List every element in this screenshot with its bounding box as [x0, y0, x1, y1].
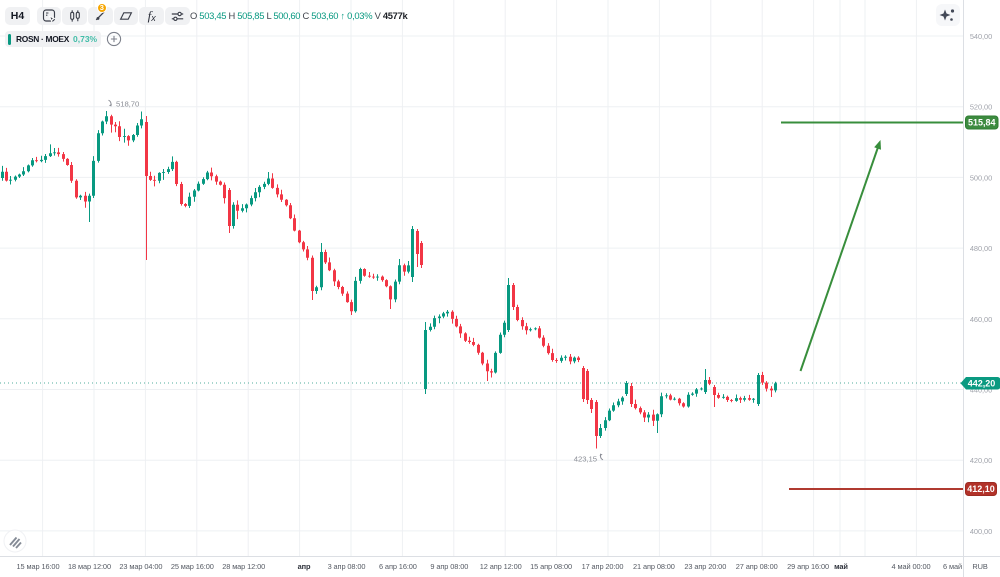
svg-text:17 апр 20:00: 17 апр 20:00: [582, 562, 624, 571]
svg-text:28 мар 12:00: 28 мар 12:00: [222, 562, 265, 571]
svg-text:май: май: [834, 562, 848, 571]
svg-text:520,00: 520,00: [970, 103, 992, 112]
svg-text:420,00: 420,00: [970, 456, 992, 465]
svg-text:18 мар 12:00: 18 мар 12:00: [68, 562, 111, 571]
svg-text:440,00: 440,00: [970, 386, 992, 395]
svg-text:25 мар 16:00: 25 мар 16:00: [171, 562, 214, 571]
svg-text:480,00: 480,00: [970, 244, 992, 253]
svg-text:23 мар 04:00: 23 мар 04:00: [119, 562, 162, 571]
svg-text:12 апр 12:00: 12 апр 12:00: [480, 562, 522, 571]
svg-text:4 май 00:00: 4 май 00:00: [892, 562, 931, 571]
svg-text:518,70: 518,70: [116, 100, 139, 109]
svg-text:23 апр 20:00: 23 апр 20:00: [684, 562, 726, 571]
svg-text:3 апр 08:00: 3 апр 08:00: [328, 562, 366, 571]
svg-text:9 апр 08:00: 9 апр 08:00: [430, 562, 468, 571]
svg-text:500,00: 500,00: [970, 173, 992, 182]
svg-text:412,10: 412,10: [967, 484, 995, 494]
svg-text:6 апр 16:00: 6 апр 16:00: [379, 562, 417, 571]
svg-text:29 апр 16:00: 29 апр 16:00: [787, 562, 829, 571]
svg-text:RUB: RUB: [972, 562, 987, 571]
svg-text:400,00: 400,00: [970, 527, 992, 536]
svg-text:6 май: 6 май: [943, 562, 962, 571]
svg-text:апр: апр: [298, 562, 311, 571]
svg-text:540,00: 540,00: [970, 32, 992, 41]
svg-text:442,20: 442,20: [968, 379, 996, 389]
svg-text:15 апр 08:00: 15 апр 08:00: [530, 562, 572, 571]
svg-text:21 апр 08:00: 21 апр 08:00: [633, 562, 675, 571]
svg-text:15 мар 16:00: 15 мар 16:00: [17, 562, 60, 571]
svg-text:460,00: 460,00: [970, 315, 992, 324]
svg-text:515,84: 515,84: [968, 118, 996, 128]
svg-text:27 апр 08:00: 27 апр 08:00: [736, 562, 778, 571]
svg-text:423,15: 423,15: [574, 455, 597, 464]
